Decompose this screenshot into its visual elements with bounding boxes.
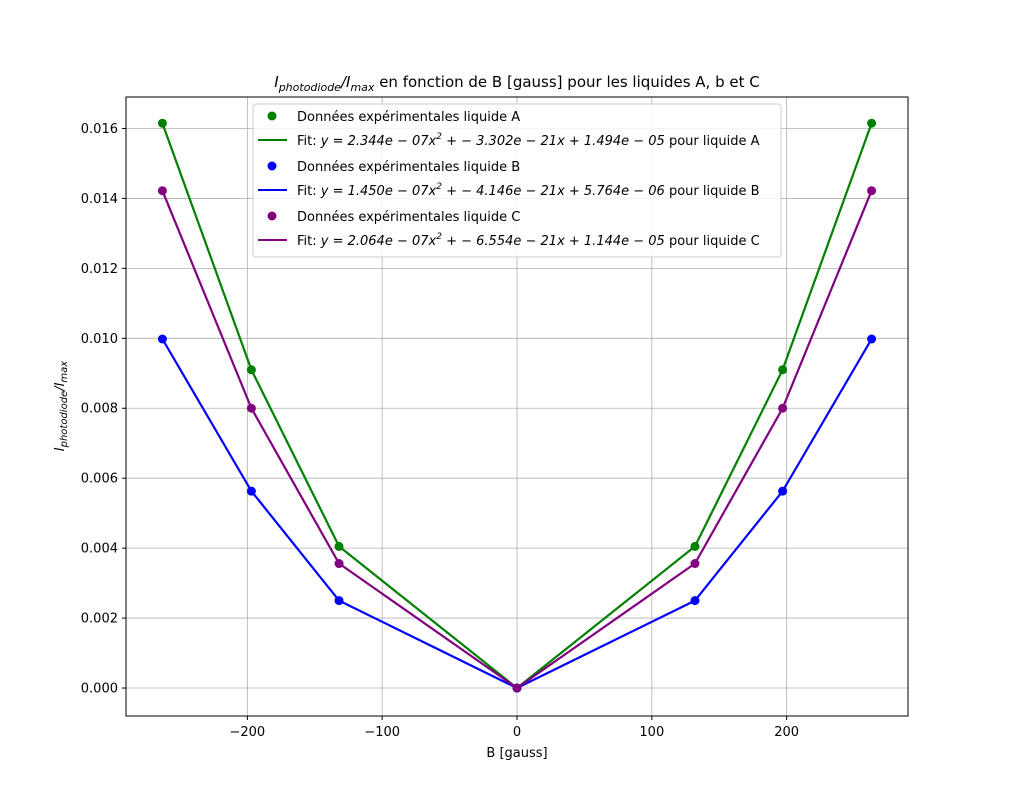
y-tick-label: 0.002 [81,612,118,627]
chart-title: Iphotodiode/Imax en fonction de B [gauss… [274,73,759,94]
legend-entry-fit-b: Fit: y = 1.450e − 07x2 + − 4.146e − 21x … [258,182,760,199]
data-point-c [334,559,344,569]
legend: Données expérimentales liquide A Fit: y … [252,103,782,258]
x-axis-label: B [gauss] [486,746,547,761]
data-point-c [690,559,700,569]
x-tick-label: 200 [774,725,799,740]
series-c [157,186,877,693]
legend-label-markers-c: Données expérimentales liquide C [297,210,520,225]
data-point-b [778,486,788,496]
legend-box [252,103,782,258]
legend-entry-markers-a: Données expérimentales liquide A [267,110,520,125]
data-point-b [157,334,167,344]
x-tick-label: −100 [364,725,400,740]
data-point-b [867,334,877,344]
data-point-c [778,403,788,413]
data-point-c [512,683,522,693]
legend-entry-markers-b: Données expérimentales liquide B [267,160,520,175]
data-point-c [246,403,256,413]
y-tick-label: 0.004 [81,542,118,557]
axis-ticks: −200 −100 0 100 200 0.000 0.002 0.004 0.006 0.008… [81,122,799,740]
x-tick-label: 100 [639,725,664,740]
legend-entry-fit-c: Fit: y = 2.064e − 07x2 + − 6.554e − 21x … [258,232,760,249]
legend-label-fit-c: Fit: y = 2.064e − 07x2 + − 6.554e − 21x … [297,232,760,249]
series-layer [157,118,877,693]
data-point-a [778,365,788,375]
legend-label-markers-b: Données expérimentales liquide B [297,160,520,175]
data-point-b [246,486,256,496]
data-point-b [690,596,700,606]
y-tick-label: 0.000 [81,682,118,697]
legend-label-fit-b: Fit: y = 1.450e − 07x2 + − 4.146e − 21x … [297,182,760,199]
y-tick-label: 0.006 [81,472,118,487]
legend-label-markers-a: Données expérimentales liquide A [297,110,520,125]
legend-entry-markers-c: Données expérimentales liquide C [267,210,520,225]
legend-marker-c [267,211,277,221]
data-point-a [246,365,256,375]
y-axis-label: Iphotodiode/Imax [53,361,70,452]
data-point-c [157,186,167,196]
legend-marker-b [267,161,277,171]
data-point-a [690,541,700,551]
legend-entry-fit-a: Fit: y = 2.344e − 07x2 + − 3.302e − 21x … [258,132,760,149]
data-point-a [867,118,877,128]
y-tick-label: 0.010 [81,332,118,347]
legend-marker-a [267,111,277,121]
data-point-c [867,186,877,196]
data-point-a [334,541,344,551]
y-tick-label: 0.008 [81,402,118,417]
y-tick-label: 0.014 [81,192,118,207]
y-tick-label: 0.012 [81,262,118,277]
legend-label-fit-a: Fit: y = 2.344e − 07x2 + − 3.302e − 21x … [297,132,760,149]
data-point-b [334,596,344,606]
data-point-a [157,118,167,128]
y-tick-label: 0.016 [81,122,118,137]
x-tick-label: −200 [229,725,265,740]
x-tick-label: 0 [513,725,521,740]
